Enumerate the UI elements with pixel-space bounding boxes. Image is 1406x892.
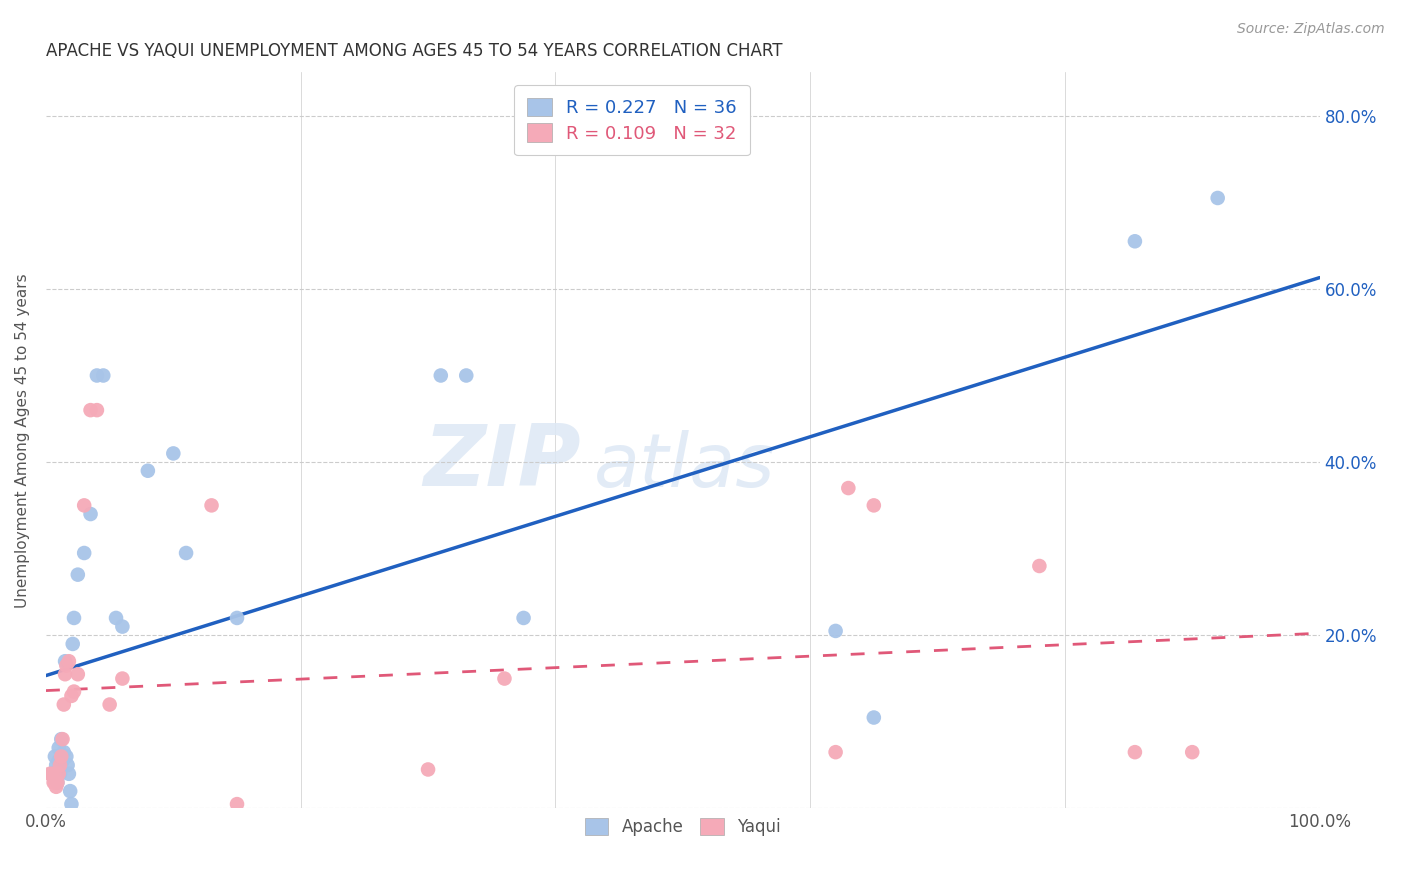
Y-axis label: Unemployment Among Ages 45 to 54 years: Unemployment Among Ages 45 to 54 years (15, 273, 30, 607)
Point (62, 637, 84, 651)
Point (53, 667, 76, 681)
Point (63, 611, 86, 625)
Point (862, 710, 884, 724)
Point (512, 611, 534, 625)
Point (91, 368, 114, 383)
Point (49, 766, 72, 780)
Point (46, 775, 69, 789)
Point (44, 775, 66, 789)
Point (52, 698, 75, 712)
Point (86, 368, 108, 383)
Point (837, 481, 859, 495)
Point (56, 758, 79, 772)
Point (55, 658, 77, 673)
Point (51, 732, 73, 747)
Point (98, 698, 121, 712)
Point (51, 732, 73, 747)
Point (49, 758, 72, 772)
Point (41, 766, 63, 780)
Point (416, 763, 439, 777)
Point (456, 368, 478, 383)
Point (86, 403, 108, 417)
Point (63, 684, 86, 698)
Point (48, 766, 70, 780)
Point (44, 749, 66, 764)
Point (824, 624, 846, 638)
Text: ZIP: ZIP (423, 421, 581, 504)
Point (51, 749, 73, 764)
Point (41, 766, 63, 780)
Point (60, 689, 83, 703)
Point (55, 749, 77, 764)
Point (60, 797, 83, 811)
Point (73, 499, 96, 513)
Point (42, 775, 65, 789)
Point (38, 766, 60, 780)
Point (226, 797, 249, 811)
Point (105, 611, 128, 625)
Point (226, 611, 249, 625)
Point (58, 654, 80, 668)
Text: APACHE VS YAQUI UNEMPLOYMENT AMONG AGES 45 TO 54 YEARS CORRELATION CHART: APACHE VS YAQUI UNEMPLOYMENT AMONG AGES … (46, 42, 783, 60)
Point (52, 745, 75, 759)
Point (46, 775, 69, 789)
Point (824, 745, 846, 759)
Point (1123, 234, 1146, 248)
Point (45, 758, 67, 772)
Point (79, 507, 101, 521)
Point (59, 784, 82, 798)
Point (1181, 745, 1204, 759)
Point (79, 403, 101, 417)
Point (136, 464, 159, 478)
Text: Source: ZipAtlas.com: Source: ZipAtlas.com (1237, 22, 1385, 37)
Point (494, 672, 516, 686)
Point (1028, 559, 1050, 574)
Point (200, 499, 222, 513)
Point (1206, 191, 1229, 205)
Point (45, 780, 67, 794)
Point (58, 766, 80, 780)
Point (51, 754, 73, 768)
Point (111, 619, 134, 633)
Point (162, 446, 184, 460)
Point (862, 499, 884, 513)
Point (73, 546, 96, 560)
Point (66, 567, 89, 582)
Point (1123, 745, 1146, 759)
Point (66, 667, 89, 681)
Text: atlas: atlas (593, 430, 775, 502)
Point (111, 672, 134, 686)
Point (174, 546, 197, 560)
Point (53, 654, 76, 668)
Point (48, 740, 70, 755)
Point (48, 754, 70, 768)
Point (430, 368, 453, 383)
Legend: Apache, Yaqui: Apache, Yaqui (576, 809, 789, 844)
